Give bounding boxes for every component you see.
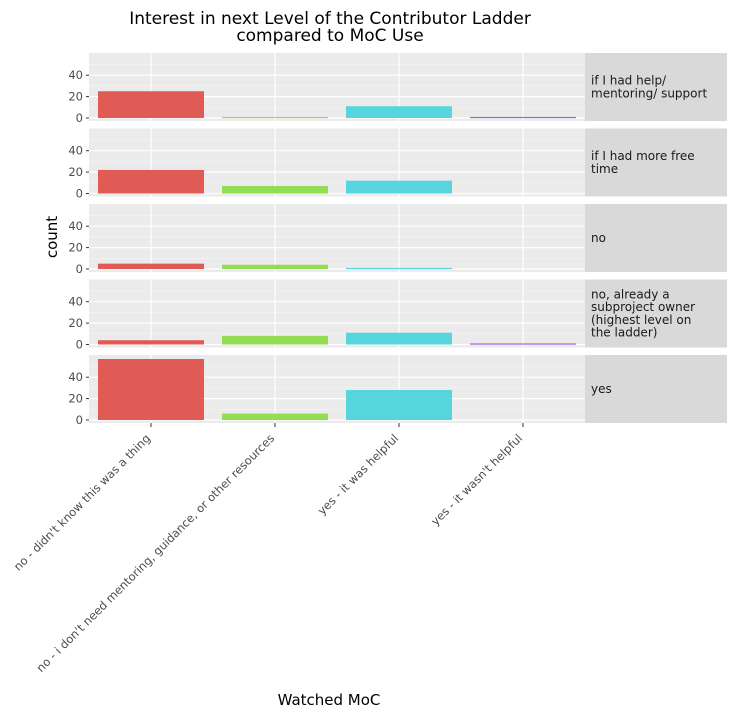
bar: [470, 116, 576, 119]
bar: [346, 106, 452, 118]
bar: [222, 413, 328, 420]
y-tick-label: 40: [68, 295, 83, 309]
bar: [98, 263, 204, 269]
y-tick-label: 0: [76, 338, 83, 352]
facet-strip: [585, 355, 727, 423]
y-tick-label: 0: [76, 262, 83, 276]
panel-background: [89, 204, 585, 272]
y-tick-label: 20: [68, 316, 83, 330]
x-tick-label: yes - it was helpful: [315, 431, 401, 517]
y-tick-label: 20: [68, 392, 83, 406]
facet-panel: 0 20 40 no: [68, 204, 727, 276]
y-tick-label: 0: [76, 111, 83, 125]
facet-strip: [585, 204, 727, 272]
y-tick-label: 20: [68, 90, 83, 104]
facet-strip-label: if I had help/mentoring/ support: [591, 74, 707, 101]
facet-strip: [585, 279, 727, 348]
bar: [346, 390, 452, 420]
bar: [98, 91, 204, 118]
facet-strip-label: if I had more free time: [591, 149, 695, 176]
bar: [98, 359, 204, 420]
y-tick-label: 20: [68, 241, 83, 255]
y-tick-label: 0: [76, 187, 83, 201]
bar: [222, 186, 328, 194]
y-axis-title: count: [43, 216, 61, 258]
bar: [98, 169, 204, 194]
x-tick-label: yes - it wasn't helpful: [428, 431, 525, 528]
facet-strip: [585, 128, 727, 197]
bar: [346, 180, 452, 194]
facet-panel: 0 20 40 no, already a subproject owner (highe…: [68, 279, 727, 352]
panel-background: [89, 279, 585, 348]
chart-title-line-2: compared to MoC Use: [236, 26, 423, 46]
y-tick-label: 40: [68, 370, 83, 384]
bar: [346, 267, 452, 270]
facet-strip-label: no, already a subproject owner (highest le…: [591, 287, 695, 339]
y-tick-label: 40: [68, 68, 83, 82]
y-tick-label: 40: [68, 219, 83, 233]
facet-panel: 0 20 40 if I had help/mentoring/ support: [68, 53, 727, 125]
facet-strip-label: no: [591, 231, 606, 245]
bar: [98, 340, 204, 345]
facet-panel: 0 20 40 if I had more free time: [68, 128, 727, 201]
x-tick-label: no - didn't know this was a thing: [11, 431, 153, 573]
x-axis-title: Watched MoC: [278, 691, 381, 709]
bar: [222, 116, 328, 119]
y-tick-label: 0: [76, 413, 83, 427]
x-tick-label: no - i don't need mentoring, guidance, o…: [34, 431, 278, 675]
bar: [222, 264, 328, 269]
bar: [346, 332, 452, 345]
facet-panel: 0 20 40 yes: [68, 355, 727, 427]
facet-panels: 0 20 40 if I had help/mentoring/ support 0 20…: [68, 53, 727, 427]
bar: [222, 335, 328, 345]
y-tick-label: 20: [68, 165, 83, 179]
bar: [470, 343, 576, 345]
facet-strip: [585, 53, 727, 121]
y-tick-label: 40: [68, 144, 83, 158]
facet-strip-label: yes: [591, 382, 612, 396]
chart-title-line-1: Interest in next Level of the Contributo…: [129, 9, 531, 29]
